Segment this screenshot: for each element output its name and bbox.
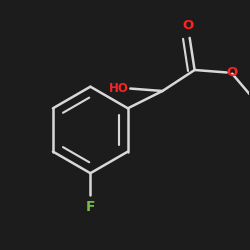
- Text: F: F: [86, 200, 95, 214]
- Text: HO: HO: [109, 82, 129, 95]
- Text: O: O: [183, 20, 194, 32]
- Text: O: O: [227, 66, 238, 79]
